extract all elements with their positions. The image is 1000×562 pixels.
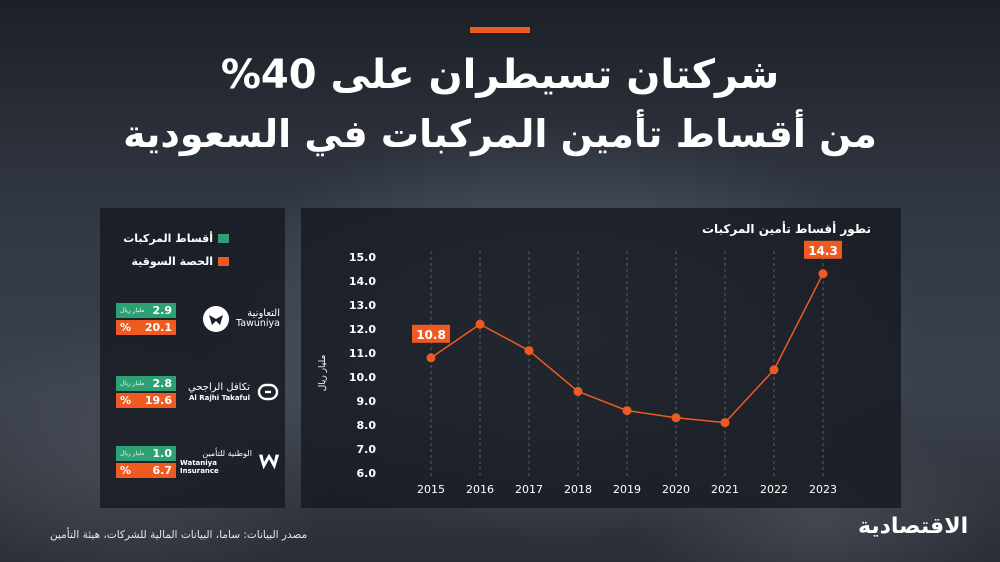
x-tick-label: 2023 (809, 483, 837, 496)
legend-share-swatch (218, 256, 229, 266)
source-note: مصدر البيانات: ساما، البيانات المالية لل… (50, 529, 308, 541)
y-tick-label: 15.0 (349, 251, 376, 264)
tawuniya-logo-icon (203, 306, 230, 332)
y-tick-label: 14.0 (349, 275, 376, 288)
x-tick-label: 2022 (760, 483, 788, 496)
data-point (720, 418, 730, 428)
share-badge: % 6.7 (116, 463, 176, 478)
premium-badge: مليار ريال 1.0 (116, 446, 176, 461)
y-axis-label: مليار ريال (318, 355, 328, 392)
wataniya-logo-icon (258, 453, 280, 470)
share-value: 20.1 (144, 321, 172, 334)
share-value: 6.7 (152, 464, 173, 477)
headline-line-1: شركتان تسيطران على 40% (220, 52, 780, 98)
x-tick-label: 2019 (613, 483, 641, 496)
data-point (426, 353, 436, 363)
x-tick-label: 2015 (417, 483, 445, 496)
data-point (622, 406, 632, 416)
company-wataniya: مليار ريال 1.0 % 6.7 الوطنية للتأمين Wat… (116, 446, 281, 486)
premium-value: 2.8 (152, 377, 173, 390)
headline-line-2: من أقساط تأمين المركبات في السعودية (123, 112, 877, 156)
y-tick-label: 12.0 (349, 323, 376, 336)
accent-bar (470, 27, 530, 33)
data-point (818, 269, 828, 279)
y-tick-label: 13.0 (349, 299, 376, 312)
companies-panel: أقساط المركبات الحصة السوقية مليار ريال … (100, 208, 285, 508)
legend-share-label: الحصة السوقية (131, 254, 213, 268)
y-tick-label: 11.0 (349, 347, 376, 360)
data-label-box (412, 324, 450, 343)
data-point (573, 386, 583, 396)
share-value: 19.6 (144, 394, 172, 407)
legend-premiums-swatch (218, 233, 229, 243)
premium-badge: مليار ريال 2.9 (116, 303, 176, 318)
y-tick-label: 7.0 (357, 443, 377, 456)
alrajhi-logo: تكافل الراجحي Al Rajhi Takaful (180, 374, 280, 410)
data-point (475, 319, 485, 329)
x-tick-label: 2020 (662, 483, 690, 496)
y-tick-label: 9.0 (357, 395, 377, 408)
x-tick-label: 2021 (711, 483, 739, 496)
x-tick-label: 2017 (515, 483, 543, 496)
data-label-box (804, 240, 842, 259)
brand-logo: الاقتصادية (858, 514, 969, 539)
x-tick-label: 2016 (466, 483, 494, 496)
data-label: 14.3 (808, 244, 838, 258)
y-tick-label: 10.0 (349, 371, 376, 384)
legend-share: الحصة السوقية (131, 253, 229, 269)
share-badge: % 19.6 (116, 393, 176, 408)
premium-value: 1.0 (152, 447, 173, 460)
company-alrajhi: مليار ريال 2.8 % 19.6 تكافل الراجحي Al R… (116, 376, 281, 416)
share-badge: % 20.1 (116, 320, 176, 335)
x-tick-label: 2018 (564, 483, 592, 496)
company-tawuniya: مليار ريال 2.9 % 20.1 التعاونية Tawuniya (116, 303, 281, 343)
wataniya-logo: الوطنية للتأمين Wataniya Insurance (180, 444, 280, 480)
data-point (671, 413, 681, 423)
alrajhi-logo-icon (257, 383, 279, 401)
chart-title: تطور أقساط تأمين المركبات (701, 222, 871, 236)
data-point (524, 346, 534, 356)
legend-premiums: أقساط المركبات (123, 230, 229, 246)
premium-badge: مليار ريال 2.8 (116, 376, 176, 391)
legend-premiums-label: أقساط المركبات (123, 231, 213, 245)
line-chart: 6.0 7.0 8.0 9.0 10.0 11.0 12.0 13.0 14.0 15.0 مليا… (318, 240, 842, 496)
data-point (769, 365, 779, 375)
premium-value: 2.9 (152, 304, 173, 317)
tawuniya-logo: التعاونية Tawuniya (180, 301, 280, 337)
data-label: 10.8 (416, 328, 446, 342)
y-tick-label: 6.0 (357, 467, 377, 480)
chart-panel: تطور أقساط تأمين المركبات 6.0 7.0 8.0 9.0 10… (301, 208, 901, 508)
y-tick-label: 8.0 (357, 419, 377, 432)
